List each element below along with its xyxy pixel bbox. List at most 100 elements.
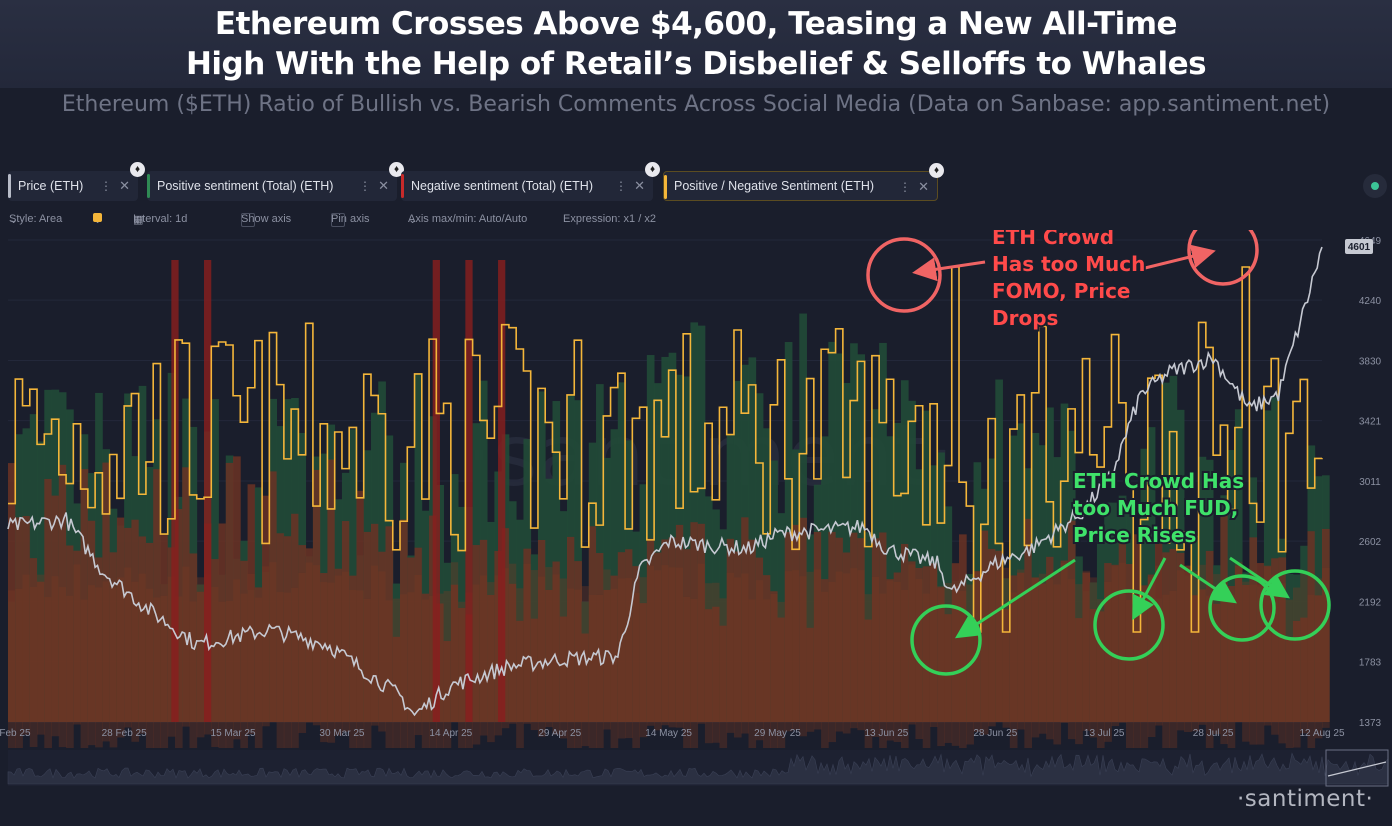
negative-bar (436, 603, 444, 722)
negative-bar (712, 606, 720, 722)
overlap-bar (87, 585, 96, 746)
negative-bar (516, 620, 524, 722)
negative-bar (733, 551, 742, 722)
fomo-arrow (912, 257, 986, 282)
interval-dropdown[interactable]: ▦ Interval: 1d ⌄ (133, 213, 188, 226)
negative-bar (1256, 563, 1265, 722)
negative-bar (1271, 558, 1279, 722)
negative-bar (1067, 520, 1076, 722)
negative-bar (443, 641, 452, 722)
overlap-bar (726, 572, 735, 733)
overlap-bar (291, 587, 299, 748)
negative-bar (66, 545, 74, 722)
negative-bar (574, 561, 582, 722)
chart-subtitle: Ethereum ($ETH) Ratio of Bullish vs. Bea… (61, 92, 1331, 117)
y-tick-label: 3830 (1359, 357, 1382, 368)
negative-bar (472, 545, 481, 722)
ethereum-icon: ♦ (130, 162, 145, 177)
show-axis-checkbox[interactable] (241, 213, 255, 227)
negative-bar (871, 538, 880, 722)
axis-maxmin-dropdown[interactable]: Axis max/min: Auto/Auto ⌄ (408, 213, 528, 226)
x-tick-label: 13 Jul 25 (1084, 728, 1125, 739)
overlap-bar (988, 566, 996, 727)
overlap-bar (1220, 584, 1229, 745)
negative-bar (160, 535, 169, 722)
negative-bar (341, 521, 350, 722)
close-icon[interactable]: ✕ (634, 178, 645, 193)
negative-bar (915, 567, 924, 722)
negative-bar (588, 526, 597, 722)
interval-label: Interval: 1d (133, 213, 188, 225)
overlap-bar (501, 568, 510, 729)
fomo-highlight-circle (866, 237, 942, 313)
overlap-bar (937, 586, 945, 747)
expression-field[interactable]: Expression: x1 / x2 (563, 213, 656, 225)
negative-bar (530, 618, 539, 722)
x-tick-label: 14 May 25 (645, 728, 692, 739)
negative-bar (690, 522, 699, 722)
x-tick-label: 14 Apr 25 (429, 728, 472, 739)
range-navigator[interactable] (0, 748, 1392, 788)
overlap-bar (537, 576, 546, 737)
pin-axis-checkbox[interactable] (331, 213, 345, 227)
more-options-icon[interactable]: ⋮ (615, 179, 627, 193)
annotation-line: too Much FUD, (1073, 496, 1238, 520)
negative-bar (1038, 583, 1047, 722)
overlap-bar (842, 573, 851, 734)
annotation-line: ETH Crowd (992, 230, 1114, 249)
negative-bar (1162, 552, 1170, 722)
negative-bar (1104, 563, 1112, 722)
negative-bar (1184, 565, 1192, 722)
overlap-bar (596, 594, 604, 748)
negative-bar (1322, 528, 1330, 722)
negative-bar (726, 538, 735, 722)
overlap-bar (160, 595, 169, 748)
overlap-bar (436, 593, 444, 748)
legend-chip-pos-neg-ratio[interactable]: Positive / Negative Sentiment (ETH) ⋮ ✕ … (663, 163, 944, 201)
legend-chip-positive-sentiment[interactable]: Positive sentiment (Total) (ETH) ⋮ ✕ ♦ (147, 162, 404, 201)
negative-bar (1046, 556, 1054, 722)
more-options-icon[interactable]: ⋮ (899, 180, 911, 194)
negative-bar (850, 532, 858, 722)
more-options-icon[interactable]: ⋮ (359, 179, 371, 193)
negative-bar (153, 469, 161, 722)
overlap-bar (1089, 577, 1098, 738)
overlap-bar (581, 586, 590, 747)
overlap-bar (806, 571, 815, 732)
close-icon[interactable]: ✕ (918, 179, 929, 194)
close-icon[interactable]: ✕ (119, 178, 130, 193)
negative-bar (821, 579, 829, 722)
negative-bar (552, 561, 561, 722)
positive-bar (886, 436, 895, 722)
negative-bar (1053, 572, 1062, 722)
negative-bar (385, 526, 394, 722)
negative-bar (298, 545, 307, 722)
negative-bar (537, 539, 546, 722)
overlap-bar (189, 601, 198, 748)
style-dropdown[interactable]: Style: Area ⌄ (9, 213, 63, 226)
legend-chip-price[interactable]: Price (ETH) ⋮ ✕ ♦ (8, 162, 145, 201)
close-icon[interactable]: ✕ (378, 178, 389, 193)
negative-spike (498, 260, 506, 722)
legend-chip-negative-sentiment[interactable]: Negative sentiment (Total) (ETH) ⋮ ✕ ♦ (401, 162, 660, 201)
overlap-bar (182, 566, 190, 727)
negative-bar (603, 589, 611, 722)
overlap-bar (1053, 584, 1062, 745)
overlap-bar (1191, 571, 1199, 732)
overlap-bar (407, 592, 415, 748)
negative-bar (675, 524, 684, 722)
legend-label: Price (ETH) (18, 179, 84, 193)
ethereum-icon: ♦ (389, 162, 404, 177)
overlap-bar (254, 597, 263, 748)
more-options-icon[interactable]: ⋮ (100, 179, 112, 193)
chart-canvas[interactable]: ·santiment·13731783219226023011342138304… (0, 230, 1392, 748)
negative-bar (211, 559, 219, 722)
overlap-bar (1292, 587, 1301, 748)
color-picker[interactable]: ⌄ (93, 213, 102, 226)
price-line (7, 246, 1323, 717)
overlap-bar (792, 570, 800, 731)
overlap-bar (741, 573, 749, 734)
overlap-bar (871, 576, 880, 737)
overlap-bar (777, 601, 786, 748)
negative-bar (654, 552, 662, 722)
